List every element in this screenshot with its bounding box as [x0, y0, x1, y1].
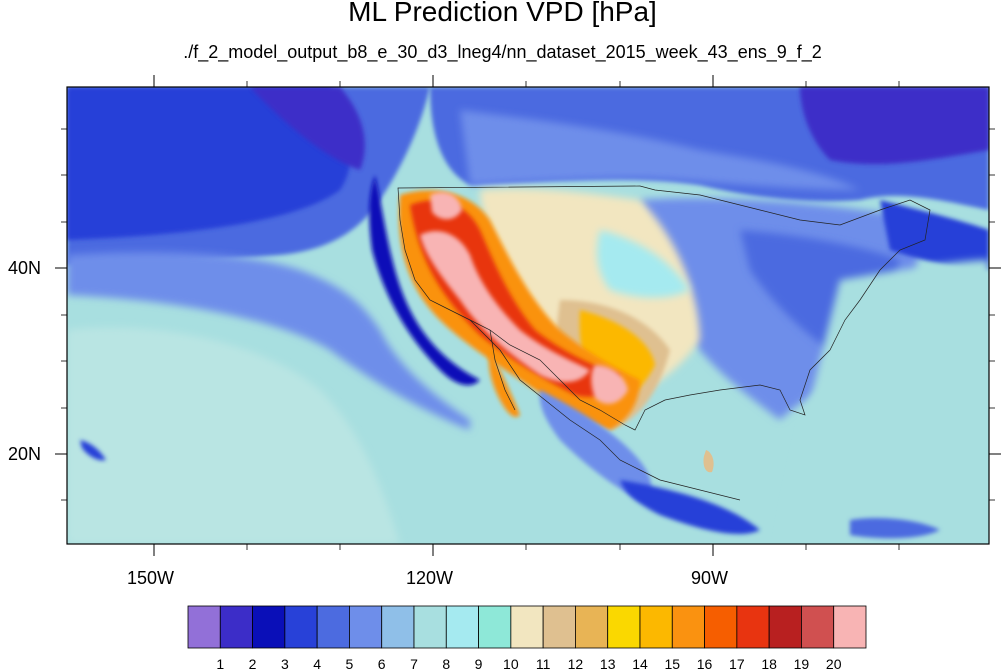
vpd-canada-dark: [800, 87, 989, 165]
colorbar-swatch: [768, 605, 802, 649]
vpd-west-pink: [420, 231, 590, 382]
vpd-gulf-spot: [703, 450, 714, 473]
plot-frame: [66, 86, 990, 545]
colorbar-label: 18: [761, 656, 777, 672]
vpd-plains-light: [597, 230, 690, 298]
axis-ticks: [55, 75, 1001, 556]
y-tick-label: 20N: [8, 444, 42, 464]
colorbar-label: 15: [664, 656, 681, 672]
vpd-field: [67, 87, 989, 544]
colorbar-swatch: [349, 605, 383, 649]
colorbar-label: 11: [535, 656, 551, 672]
colorbar-swatch: [381, 605, 415, 649]
axis-minor-ticks: [61, 81, 995, 550]
vpd-pacific-light: [67, 327, 400, 544]
colorbar-label: 3: [280, 656, 289, 672]
colorbar-label: 19: [793, 656, 810, 672]
colorbar-label: 8: [442, 656, 451, 672]
colorbar-label: 9: [474, 656, 483, 672]
vpd-gulf-alaska: [250, 87, 365, 170]
colorbar: [187, 605, 867, 649]
vpd-north-pacific-deep: [67, 87, 351, 240]
colorbar-label: 1: [216, 656, 225, 672]
colorbar-swatch: [833, 605, 867, 649]
colorbar-label: 5: [345, 656, 354, 672]
colorbar-swatch: [284, 605, 318, 649]
plot-subtitle: ./f_2_model_output_b8_e_30_d3_lneg4/nn_d…: [183, 42, 822, 62]
vpd-hawaii: [80, 440, 106, 461]
colorbar-swatch: [445, 605, 479, 649]
x-tick-label: 90W: [691, 568, 729, 588]
colorbar-swatch: [542, 605, 576, 649]
vpd-caribbean: [850, 518, 940, 539]
vpd-central-america: [620, 480, 760, 535]
country-borders: [397, 185, 931, 501]
colorbar-swatch: [219, 605, 253, 649]
colorbar-label: 4: [313, 656, 322, 672]
vpd-canada-light: [460, 110, 860, 190]
colorbar-swatch: [316, 605, 350, 649]
colorbar-swatch: [510, 605, 544, 649]
vpd-north-pacific-mid: [67, 252, 470, 430]
colorbar-swatch: [736, 605, 770, 649]
colorbar-label: 13: [599, 656, 616, 672]
x-tick-label: 120W: [406, 568, 454, 588]
colorbar-swatch: [704, 605, 738, 649]
colorbar-label: 16: [696, 656, 713, 672]
colorbar-swatch: [575, 605, 609, 649]
vpd-california-offshore: [369, 175, 480, 386]
colorbar-swatch: [607, 605, 641, 649]
x-tick-label: 150W: [127, 568, 175, 588]
vpd-mexico: [539, 390, 651, 500]
colorbar-swatch: [801, 605, 835, 649]
colorbar-label: 12: [567, 656, 584, 672]
colorbar-label: 20: [825, 656, 842, 672]
colorbar-swatch: [478, 605, 512, 649]
colorbar-label: 6: [377, 656, 386, 672]
colorbar-label: 10: [503, 656, 519, 672]
y-tick-label: 40N: [8, 258, 42, 278]
colorbar-swatch: [252, 605, 286, 649]
colorbar-swatch: [639, 605, 673, 649]
vpd-oregon-pink: [430, 192, 462, 220]
vpd-texas-pink: [591, 365, 628, 404]
colorbar-label: 17: [729, 656, 745, 672]
vpd-atlantic: [780, 260, 989, 544]
colorbar-swatch: [187, 605, 221, 649]
colorbar-label: 7: [410, 656, 418, 672]
colorbar-swatch: [413, 605, 447, 649]
colorbar-label: 2: [248, 656, 257, 672]
vpd-baja: [488, 350, 520, 417]
plot-title: ML Prediction VPD [hPa]: [348, 0, 657, 27]
vpd-northeast: [880, 200, 989, 270]
colorbar-swatch: [671, 605, 705, 649]
colorbar-label: 14: [632, 656, 648, 672]
